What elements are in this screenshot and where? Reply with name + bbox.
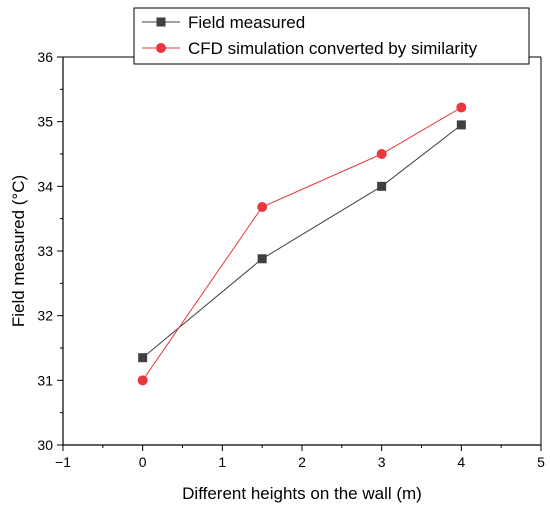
y-tick-label: 31	[37, 372, 53, 388]
legend-item: CFD simulation converted by similarity	[142, 39, 478, 58]
x-tick-label: 4	[457, 454, 465, 470]
y-axis-title: Field measured (°C)	[9, 175, 28, 327]
x-tick-label: −1	[55, 454, 71, 470]
series-1	[138, 120, 466, 363]
legend-box	[133, 7, 530, 65]
series-2	[137, 102, 467, 386]
data-point-circle	[456, 102, 467, 113]
legend-marker-square	[156, 17, 166, 27]
data-point-square	[138, 353, 148, 363]
x-tick-label: 2	[298, 454, 306, 470]
y-tick-label: 34	[37, 178, 53, 194]
legend-marker-circle	[156, 43, 166, 53]
data-point-circle	[376, 149, 387, 159]
data-point-circle	[137, 375, 148, 386]
series-line	[142, 124, 462, 359]
y-tick-label: 32	[37, 308, 53, 324]
legend-label: Field measured	[188, 13, 305, 32]
legend-item: Field measured	[142, 13, 305, 32]
y-tick-label: 36	[37, 49, 53, 65]
y-tick-label: 33	[37, 243, 53, 259]
data-point-square	[377, 181, 387, 191]
y-tick-label: 35	[37, 114, 53, 130]
x-tick-label: 0	[139, 454, 147, 470]
series-line	[142, 107, 462, 381]
data-point-circle	[257, 202, 268, 213]
x-tick-label: 3	[378, 454, 386, 470]
data-point-square	[257, 254, 267, 264]
x-tick-label: 5	[537, 454, 545, 470]
data-point-square	[456, 120, 466, 130]
y-tick-label: 30	[37, 437, 53, 453]
legend-label: CFD simulation converted by similarity	[188, 39, 478, 58]
legend: Field measured CFD simulation converted b…	[133, 7, 530, 65]
x-tick-label: 1	[218, 454, 226, 470]
x-axis-title: Different heights on the wall (m)	[182, 484, 422, 503]
